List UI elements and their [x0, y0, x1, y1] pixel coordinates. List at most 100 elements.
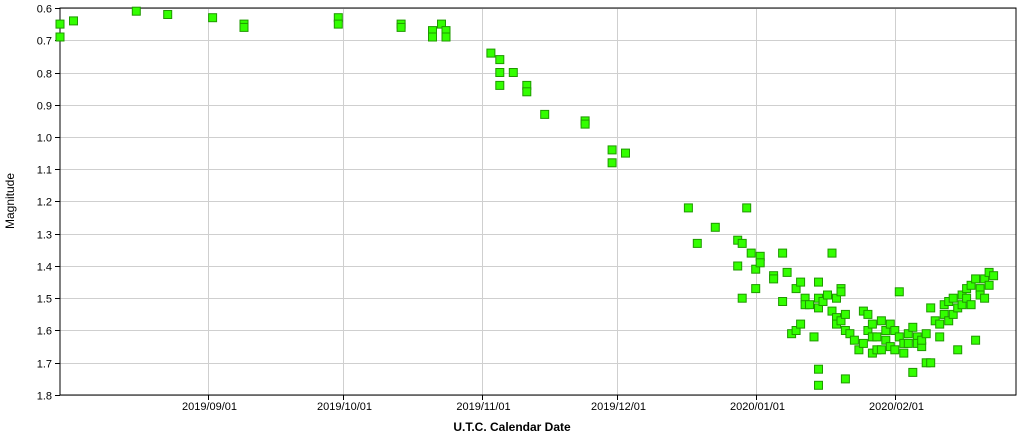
x-axis: 2019/09/01 2019/10/01 2019/11/01 2019/12/01…: [182, 395, 924, 413]
data-point: [876, 345, 886, 355]
y-tick-label: 0.6: [37, 4, 52, 16]
data-point: [926, 358, 936, 368]
data-point: [621, 148, 630, 158]
x-tick-label: 2020/01/01: [730, 401, 785, 413]
data-point: [692, 238, 702, 248]
x-tick-label: 2019/12/01: [591, 401, 646, 413]
data-point: [742, 203, 752, 213]
y-axis: 0.6 0.7 0.8 0.9 1.0 1.1 1.2 1.3 1.4 1.5 1.6 1.7 1.8: [37, 4, 60, 403]
data-point: [441, 32, 451, 42]
data-point: [872, 332, 882, 342]
data-point: [971, 274, 981, 284]
data-point: [840, 374, 850, 384]
data-point: [540, 109, 550, 119]
data-point: [495, 55, 505, 65]
data-point: [522, 87, 532, 97]
x-tick-label: 2019/10/01: [317, 401, 372, 413]
data-point: [814, 380, 823, 390]
data-point: [814, 364, 823, 374]
y-tick-label: 1.7: [37, 359, 52, 371]
data-point: [782, 267, 792, 277]
data-point: [935, 332, 945, 342]
data-point: [733, 261, 743, 271]
x-axis-title: U.T.C. Calendar Date: [453, 420, 571, 434]
y-tick-label: 1.1: [37, 165, 52, 177]
data-point: [131, 6, 141, 16]
y-tick-label: 1.3: [37, 230, 52, 242]
data-point: [989, 271, 999, 281]
data-point: [607, 145, 617, 155]
data-point: [863, 309, 873, 319]
data-point: [836, 287, 846, 297]
data-point: [607, 158, 617, 168]
data-point: [908, 367, 918, 377]
data-point: [495, 68, 505, 77]
x-tick-label: 2020/02/01: [869, 401, 924, 413]
data-point: [908, 322, 918, 332]
data-point: [840, 309, 850, 319]
data-point: [710, 222, 720, 232]
data-point: [984, 280, 994, 290]
data-point: [867, 319, 877, 329]
data-point: [827, 248, 837, 258]
data-point: [163, 10, 173, 19]
x-tick-label: 2019/11/01: [456, 401, 510, 413]
data-points: [55, 6, 999, 390]
data-point: [55, 19, 65, 29]
data-point: [894, 287, 904, 297]
y-tick-label: 0.8: [37, 69, 52, 81]
y-tick-label: 1.2: [37, 197, 52, 209]
data-point: [69, 16, 78, 26]
data-point: [953, 345, 963, 355]
y-tick-label: 0.7: [37, 36, 52, 48]
y-tick-label: 1.6: [37, 326, 52, 338]
data-point: [849, 335, 859, 345]
data-point: [805, 300, 814, 310]
data-point: [903, 338, 913, 348]
data-point: [55, 32, 65, 42]
data-point: [751, 284, 761, 294]
data-point: [823, 290, 832, 300]
data-point: [899, 348, 909, 358]
data-point: [778, 248, 788, 258]
data-point: [239, 22, 249, 32]
data-point: [966, 300, 976, 310]
y-tick-label: 1.5: [37, 294, 52, 306]
data-point: [858, 338, 868, 348]
data-point: [755, 258, 765, 268]
data-point: [796, 277, 806, 287]
y-tick-label: 0.9: [37, 101, 52, 113]
data-point: [737, 293, 747, 303]
data-point: [495, 80, 505, 90]
data-point: [921, 329, 931, 339]
data-point: [778, 297, 788, 306]
data-point: [814, 277, 823, 287]
data-point: [396, 22, 406, 32]
data-point: [486, 48, 496, 58]
data-point: [890, 345, 900, 355]
y-axis-title: Magnitude: [3, 173, 17, 229]
data-point: [948, 293, 958, 303]
data-point: [508, 68, 518, 77]
data-point: [926, 303, 936, 313]
data-point: [935, 319, 945, 329]
y-tick-label: 1.8: [37, 391, 52, 403]
data-point: [333, 19, 343, 29]
data-point: [428, 32, 437, 42]
data-point: [809, 332, 819, 342]
data-point: [980, 293, 990, 303]
y-tick-label: 1.4: [37, 262, 52, 274]
data-point: [876, 316, 886, 326]
data-point: [769, 274, 779, 284]
x-tick-label: 2019/09/01: [182, 401, 237, 413]
y-tick-label: 1.0: [37, 133, 52, 145]
data-point: [683, 203, 693, 213]
grid-lines: [60, 8, 1016, 396]
data-point: [737, 238, 747, 248]
data-point: [971, 335, 981, 345]
data-point: [746, 248, 756, 258]
data-point: [796, 319, 806, 329]
data-point: [580, 119, 590, 129]
data-point: [208, 13, 218, 23]
